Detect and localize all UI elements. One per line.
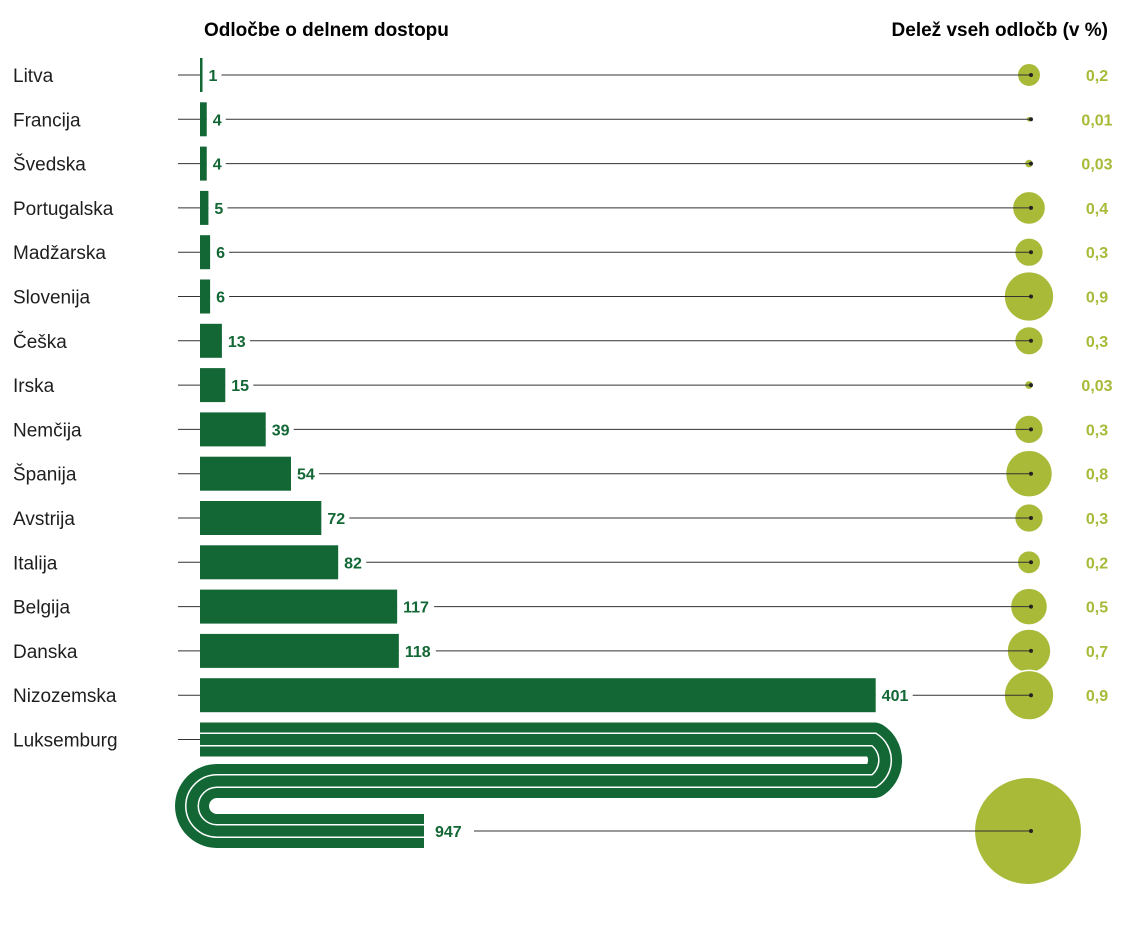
country-label: Madžarska [13,243,106,264]
country-label: Avstrija [13,509,75,530]
country-label: Slovenija [13,288,91,309]
value-label: 4 [213,157,222,174]
bar-3 [200,190,209,225]
dot-marker [1029,427,1033,432]
bar-0 [200,58,203,92]
value-label: 118 [405,644,431,661]
dot-marker [1029,73,1033,77]
bar-11 [200,545,339,580]
dot-marker [1029,560,1033,565]
dot-marker [1029,338,1033,343]
bar-1 [200,102,207,137]
country-label: Luksemburg [13,731,118,752]
value-label: 4 [213,112,222,129]
label-layer: Litva 1 0,2 Francija 4 0,01 Švedska 4 0,03 Portug… [13,66,1113,841]
dot-marker [1029,471,1033,476]
dot-marker [1029,829,1033,833]
pct-label: 0,3 [1086,422,1108,439]
dot-marker [1029,250,1033,255]
country-label: Španija [13,464,77,486]
bar-10 [200,501,322,535]
bar-13 [200,633,399,668]
pct-label: 0,3 [1086,245,1108,262]
bar-5 [200,279,211,314]
pct-label: 4,2 [1086,824,1108,841]
value-label: 117 [403,600,429,617]
pct-label: 0,03 [1081,378,1112,395]
pct-label: 0,7 [1086,644,1108,661]
bar-12 [200,589,398,624]
value-label: 39 [272,422,290,439]
value-label: 13 [228,334,246,351]
bar-6 [200,323,222,358]
bar-fold-inner [186,734,891,837]
country-label: Danska [13,642,78,663]
dot-marker [1029,648,1033,653]
value-label: 15 [231,378,249,395]
bar-2 [200,146,207,181]
pct-label: 0,2 [1086,555,1108,572]
country-label: Nizozemska [13,686,117,707]
pct-label: 0,01 [1081,112,1112,129]
value-label: 72 [327,511,345,528]
value-label: 6 [216,290,225,307]
value-label: 401 [882,688,909,705]
leader-line-layer [178,73,1033,833]
dot-marker [1029,117,1033,122]
bar-9 [200,456,291,491]
dot-marker [1029,205,1033,210]
country-label: Portugalska [13,199,114,220]
pct-label: 0,3 [1086,511,1108,528]
value-label: 5 [214,201,223,218]
left-header: Odločbe o delnem dostopu [204,20,449,41]
country-label: Švedska [13,154,86,176]
dot-marker [1029,161,1033,166]
country-label: Italija [13,553,58,574]
country-label: Irska [13,376,55,397]
pct-label: 0,9 [1086,688,1108,705]
pct-label: 0,3 [1086,334,1108,351]
right-header: Delež vseh odločb (v %) [892,20,1108,41]
pct-label: 0,5 [1086,600,1108,617]
country-label: Češka [13,331,67,353]
bar-4 [200,235,211,270]
country-label: Francija [13,110,81,131]
dot-marker [1029,383,1033,388]
country-label: Belgija [13,598,70,619]
bar-layer [175,58,902,848]
dot-marker [1029,604,1033,609]
dot-marker [1029,294,1033,299]
bar-14 [200,678,876,713]
pct-label: 0,4 [1086,201,1108,218]
country-label: Nemčija [13,420,82,441]
value-label: 82 [344,555,362,572]
value-label: 54 [297,467,315,484]
bar-8 [200,412,266,447]
pct-label: 0,2 [1086,68,1108,85]
pct-label: 0,9 [1086,290,1108,307]
value-label: 1 [209,68,218,85]
value-label: 6 [216,245,225,262]
value-label: 947 [435,824,462,841]
bar-7 [200,368,226,403]
dot-marker [1029,693,1033,698]
pct-label: 0,8 [1086,467,1108,484]
pct-label: 0,03 [1081,157,1112,174]
dot-marker [1029,516,1033,520]
country-label: Litva [13,66,54,87]
